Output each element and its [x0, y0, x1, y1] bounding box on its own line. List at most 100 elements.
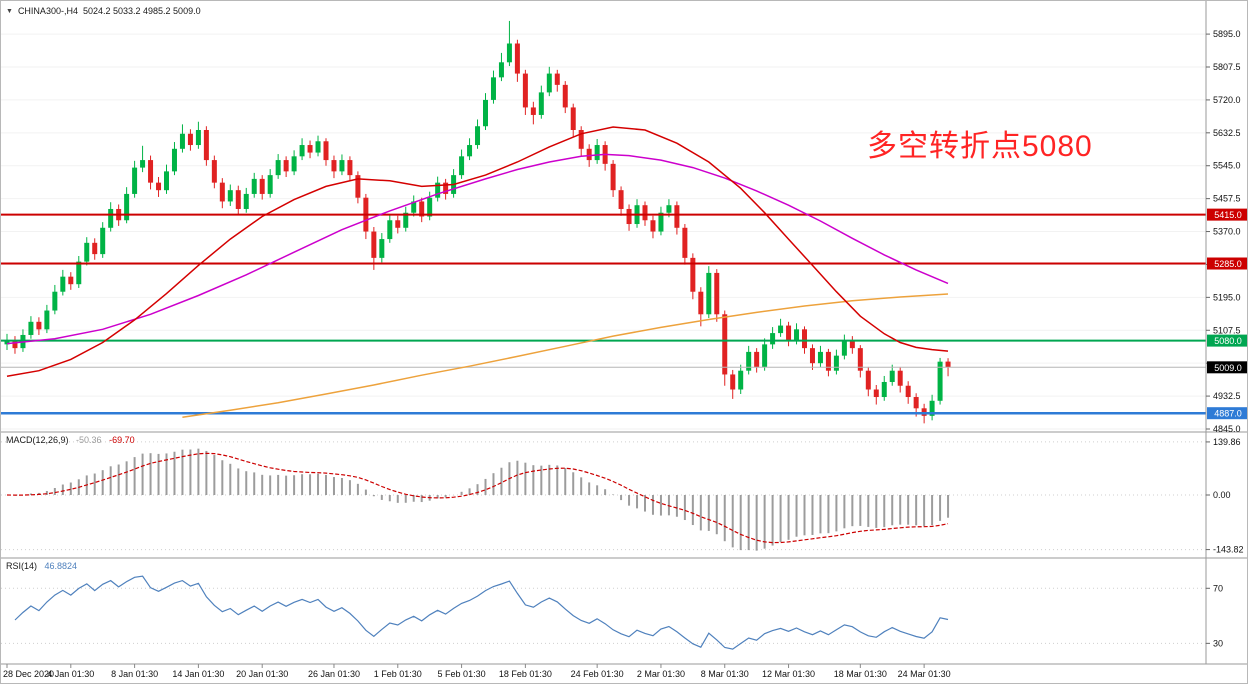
x-axis-label: 2 Mar 01:30: [637, 669, 685, 679]
y-axis-label: 5107.5: [1213, 325, 1241, 335]
macd-main-value: -50.36: [76, 435, 102, 445]
y-axis-label: 5632.5: [1213, 128, 1241, 138]
candle-body: [227, 190, 233, 202]
candle-body: [179, 133, 185, 149]
ma-red-fast: [6, 126, 949, 378]
candle-body: [905, 385, 911, 398]
candle-body: [211, 160, 217, 183]
rsi-axis-label: 70: [1213, 583, 1223, 593]
candle-body: [802, 329, 807, 349]
candle-body: [690, 257, 696, 292]
chart-title: ▼ CHINA300-,H4 5024.2 5033.2 4985.2 5009…: [6, 6, 201, 16]
candle-body: [809, 348, 815, 364]
candle-body: [881, 381, 887, 398]
candle-body: [913, 397, 919, 409]
candle-body: [554, 73, 560, 85]
candle-body: [538, 92, 544, 115]
rsi-indicator-label: RSI(14) 46.8824: [6, 561, 82, 571]
macd-axis-label: 0.00: [1213, 490, 1231, 500]
candle-body: [586, 148, 592, 161]
candle-body: [738, 370, 744, 390]
y-axis-label: 5720.0: [1213, 95, 1241, 105]
candle-body: [84, 242, 90, 262]
price-level-tag-label: 5080.0: [1214, 336, 1242, 346]
y-axis-label: 5545.0: [1213, 161, 1241, 171]
candle-body: [4, 340, 10, 345]
candle-body: [195, 129, 201, 146]
x-axis-label: 8 Mar 01:30: [701, 669, 749, 679]
candle-body: [459, 156, 465, 176]
candle-body: [594, 145, 600, 161]
candle-body: [92, 242, 98, 255]
y-axis-label: 4932.5: [1213, 391, 1241, 401]
annotation-text: 多空转折点5080: [867, 130, 1093, 163]
ma-magenta-medium: [6, 153, 949, 345]
candle-body: [12, 340, 18, 349]
candle-body: [299, 145, 305, 157]
candle-body: [411, 201, 417, 213]
candle-body: [650, 220, 656, 232]
candle-body: [642, 205, 648, 221]
candle-body: [730, 374, 736, 390]
candle-body: [307, 145, 313, 153]
candle-body: [291, 156, 297, 172]
candle-body: [889, 370, 895, 382]
candle-body: [419, 201, 425, 217]
ma-orange-slow: [182, 293, 949, 419]
price-level-tag: [1207, 208, 1247, 221]
candle-body: [132, 167, 138, 194]
candle-body: [171, 148, 177, 172]
price-level-tag-label: 5285.0: [1214, 259, 1242, 269]
rsi-name: RSI(14): [6, 561, 38, 571]
candle-body: [68, 276, 74, 285]
candle-body: [387, 220, 393, 240]
candle-body: [475, 126, 481, 146]
x-axis-label: 12 Mar 01:30: [762, 669, 815, 679]
candle-body: [490, 77, 496, 100]
candle-body: [698, 291, 704, 315]
x-axis-label: 5 Feb 01:30: [438, 669, 486, 679]
candle-body: [443, 182, 449, 194]
ohlc-values: 5024.2 5033.2 4985.2 5009.0: [82, 6, 201, 16]
candle-body: [682, 227, 688, 258]
price-level-tag: [1207, 334, 1247, 347]
chart-shift-icon[interactable]: ▼: [6, 7, 13, 15]
candle-body: [427, 197, 433, 217]
candle-body: [235, 190, 241, 209]
candle-body: [746, 351, 752, 371]
y-axis-label: 5195.0: [1213, 292, 1241, 302]
candle-body: [36, 321, 42, 330]
x-axis-label: 24 Mar 01:30: [898, 669, 951, 679]
candle-body: [124, 193, 130, 221]
candle-body: [778, 325, 784, 334]
macd-indicator-label: MACD(12,26,9) -50.36 -69.70: [6, 435, 140, 445]
candle-body: [849, 340, 855, 349]
candle-body: [379, 239, 385, 258]
candle-body: [794, 329, 800, 341]
candle-body: [754, 351, 760, 367]
candle-body: [937, 361, 943, 401]
x-axis-label: 24 Feb 01:30: [571, 669, 624, 679]
x-axis-label: 18 Mar 01:30: [834, 669, 887, 679]
candle-body: [546, 73, 552, 93]
candle-body: [52, 291, 58, 311]
candle-body: [658, 212, 664, 232]
candle-body: [60, 276, 66, 292]
candle-body: [100, 227, 106, 255]
candle-body: [506, 43, 512, 63]
candle-body: [164, 171, 169, 191]
candle-body: [371, 231, 377, 258]
candle-body: [610, 163, 616, 191]
price-level-tag: [1207, 361, 1247, 374]
candle-body: [857, 348, 863, 371]
candle-body: [817, 351, 823, 364]
candle-body: [865, 370, 871, 390]
candle-body: [251, 178, 257, 194]
candle-body: [76, 261, 82, 285]
candle-body: [666, 205, 672, 213]
candle-body: [323, 141, 329, 161]
candle-body: [275, 160, 281, 176]
candle-body: [243, 193, 249, 209]
y-axis-label: 5807.5: [1213, 62, 1241, 72]
